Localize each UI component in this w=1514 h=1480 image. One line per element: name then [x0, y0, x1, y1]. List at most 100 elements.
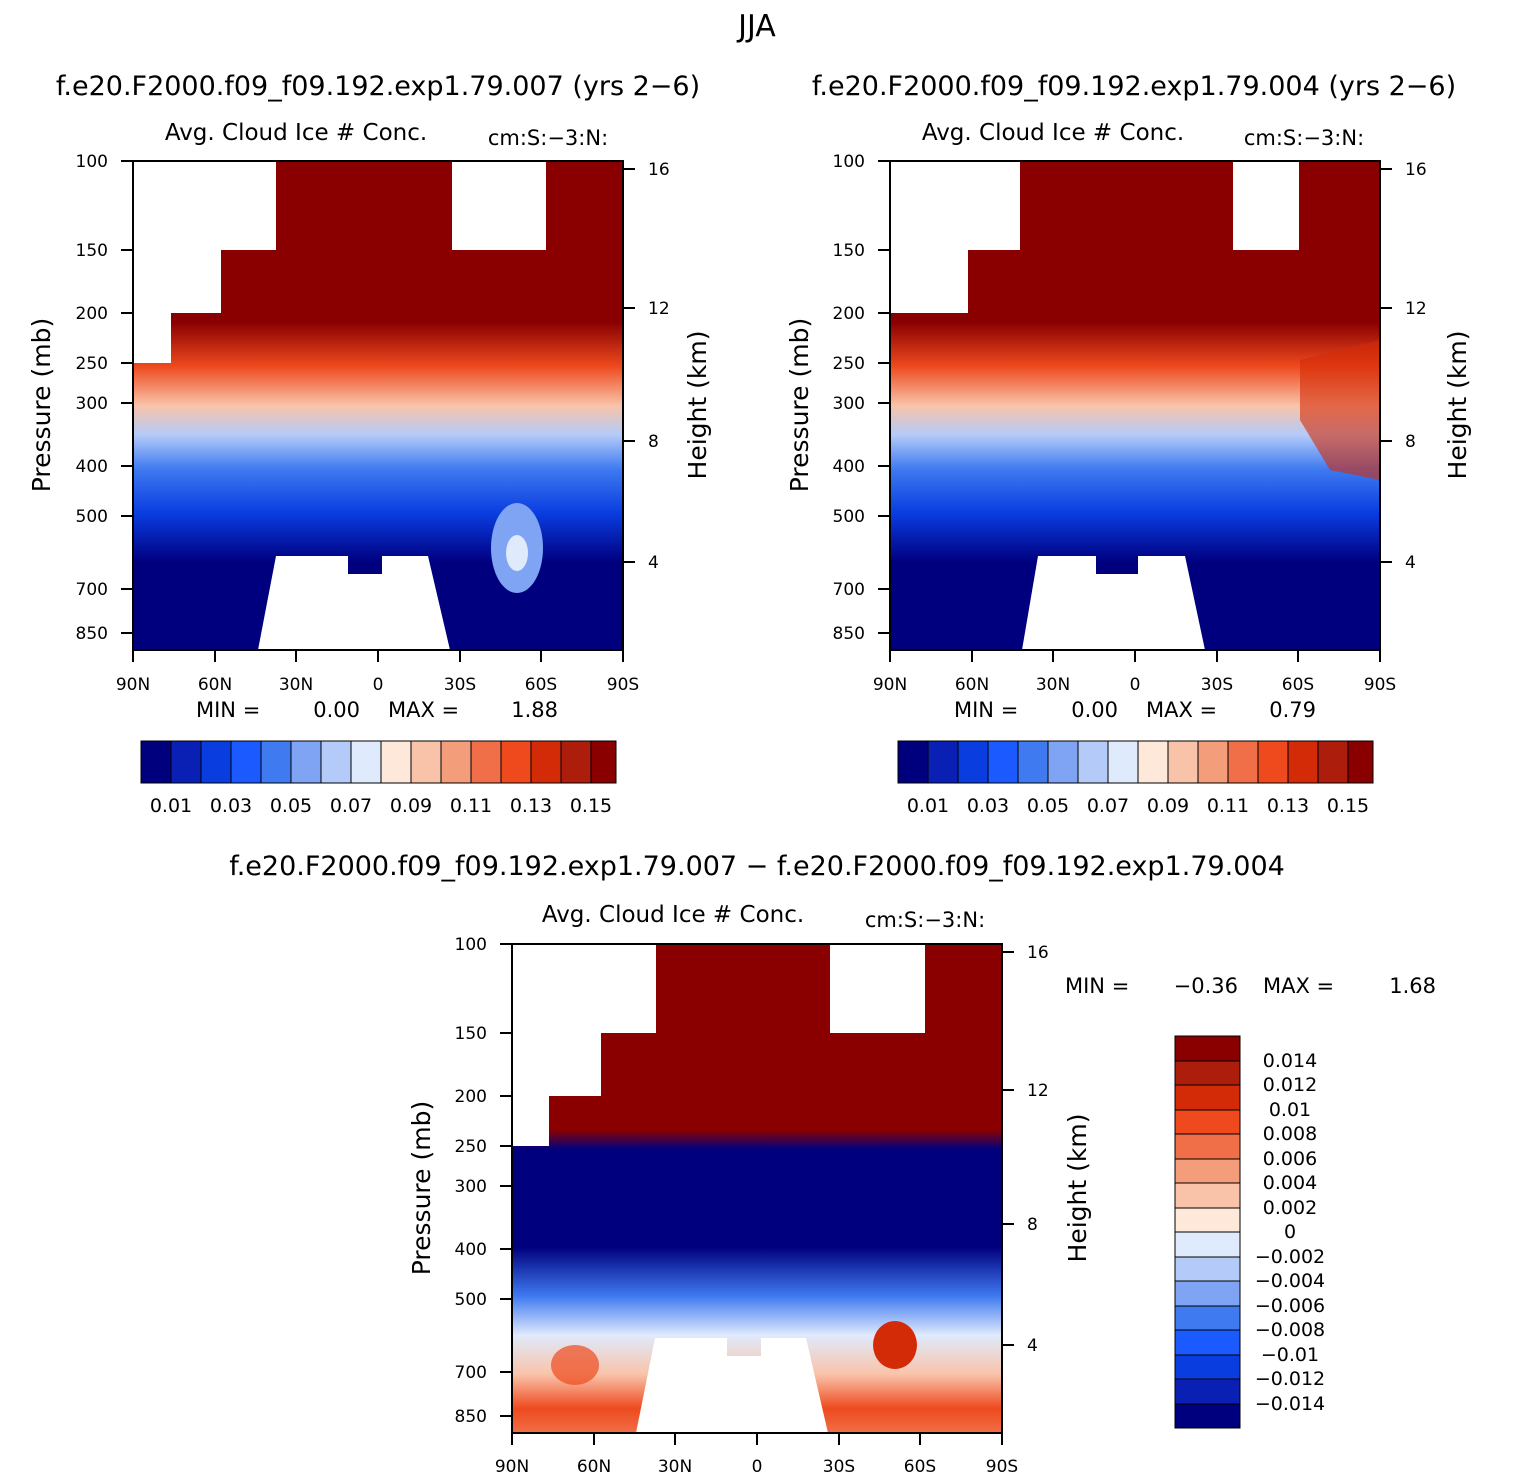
figure-title: JJA [736, 9, 776, 44]
colorbar-swatch [1174, 1109, 1241, 1135]
tick-label: 12 [1405, 299, 1427, 319]
x-tick: 90N [873, 650, 907, 695]
tick-label: 200 [76, 304, 108, 324]
colorbar-label: 0.006 [1263, 1148, 1317, 1170]
tick-label: 8 [1027, 1215, 1038, 1235]
tick-label: 16 [1405, 160, 1427, 180]
x-tick: 90N [495, 1433, 529, 1477]
tick-label: 150 [455, 1024, 487, 1044]
colorbar-label: −0.002 [1255, 1246, 1325, 1268]
x-tick: 90S [1364, 650, 1396, 695]
missing-region [830, 944, 925, 1033]
colorbar-swatch [1347, 740, 1374, 784]
colorbar-swatch [410, 740, 442, 784]
y-axis-right: 16 12 8 4 Height (km) [1380, 160, 1472, 573]
panel-exp004: f.e20.F2000.f09_f09.192.exp1.79.004 (yrs… [785, 71, 1472, 817]
x-axis: 90N 60N 30N 0 30S 60S 90S [116, 650, 639, 695]
y-tick: 850 [76, 624, 133, 644]
tick-label: 100 [76, 152, 108, 172]
tick-label: 850 [455, 1407, 487, 1427]
colorbar-label: 0 [1284, 1221, 1296, 1243]
tick-label: 400 [76, 457, 108, 477]
x-tick: 30N [1036, 650, 1070, 695]
y-tick: 400 [455, 1240, 512, 1260]
missing-region [890, 161, 1020, 313]
y-tick: 400 [833, 457, 890, 477]
tick-label: 300 [76, 394, 108, 414]
colorbar-swatch [1017, 740, 1049, 784]
tick-label: 90S [986, 1457, 1018, 1477]
colorbar-swatch [380, 740, 412, 784]
colorbar-swatch [140, 740, 172, 784]
colorbar-swatch [530, 740, 562, 784]
colorbar-swatch [1257, 740, 1289, 784]
colorbar-label: −0.014 [1255, 1393, 1325, 1415]
min-value: 0.00 [313, 698, 360, 722]
min-max-readout: MIN = 0.00 MAX = 0.79 [954, 698, 1316, 722]
x-tick: 30S [444, 650, 476, 695]
tick-label: 100 [833, 152, 865, 172]
tick-label: 150 [833, 241, 865, 261]
y-tick-right: 12 [1380, 299, 1427, 319]
y-tick-right: 16 [1380, 160, 1427, 180]
y-tick: 700 [833, 580, 890, 600]
colorbar-label: 0.15 [570, 795, 612, 817]
colorbar-swatch [957, 740, 989, 784]
tick-label: 90N [873, 675, 907, 695]
tick-label: 200 [833, 304, 865, 324]
tick-label: 30S [823, 1457, 855, 1477]
colorbar-swatch [1174, 1305, 1241, 1331]
tick-label: 60S [1282, 675, 1314, 695]
tick-label: 700 [76, 580, 108, 600]
colorbar: 0.01 0.03 0.05 0.07 0.09 0.11 0.13 0.15 [897, 740, 1374, 817]
colorbar-swatch [1174, 1035, 1241, 1062]
missing-region [452, 161, 546, 250]
tick-label: 700 [455, 1363, 487, 1383]
y-axis-label: Pressure (mb) [27, 318, 56, 492]
tick-label: 8 [1405, 432, 1416, 452]
colorbar-label: 0.15 [1327, 795, 1369, 817]
y-tick: 300 [455, 1177, 512, 1197]
contour-field [133, 161, 623, 650]
colorbar-swatch [170, 740, 202, 784]
contour-feature [551, 1345, 599, 1385]
colorbar-label: 0.03 [967, 795, 1009, 817]
tick-label: 200 [455, 1087, 487, 1107]
x-tick: 90S [607, 650, 639, 695]
tick-label: 4 [648, 553, 659, 573]
run-title: f.e20.F2000.f09_f09.192.exp1.79.007 − f.… [229, 851, 1285, 882]
x-axis: 90N 60N 30N 0 30S 60S 90S [873, 650, 1396, 695]
y-tick: 150 [455, 1024, 512, 1044]
tick-label: 16 [1027, 943, 1049, 963]
tick-label: 30N [658, 1457, 692, 1477]
colorbar-swatch [1197, 740, 1229, 784]
tick-label: 60N [577, 1457, 611, 1477]
x-tick: 0 [373, 650, 383, 695]
y-tick: 300 [833, 394, 890, 414]
max-label: MAX = [1263, 974, 1334, 998]
x-tick: 90N [116, 650, 150, 695]
y-tick: 150 [76, 241, 133, 261]
y-tick: 250 [833, 354, 890, 374]
tick-label: 850 [76, 624, 108, 644]
tick-label: 4 [1405, 553, 1416, 573]
colorbar-label: 0.012 [1263, 1074, 1317, 1096]
y-tick: 300 [76, 394, 133, 414]
tick-label: 150 [76, 241, 108, 261]
x-tick: 30N [279, 650, 313, 695]
colorbar-swatch [590, 740, 617, 784]
colorbar-swatch [1077, 740, 1109, 784]
y-tick: 400 [76, 457, 133, 477]
missing-region [1233, 161, 1299, 250]
min-label: MIN = [954, 698, 1018, 722]
y-tick: 100 [76, 152, 133, 172]
colorbar-swatch [1137, 740, 1169, 784]
y-axis-label: Pressure (mb) [407, 1101, 436, 1275]
variable-title: Avg. Cloud Ice # Conc. [165, 120, 427, 146]
contour-feature [873, 1321, 917, 1369]
colorbar-label: 0.11 [450, 795, 492, 817]
tick-label: 400 [455, 1240, 487, 1260]
tick-label: 500 [76, 507, 108, 527]
colorbar-label: 0.01 [150, 795, 192, 817]
y-tick: 250 [76, 354, 133, 374]
